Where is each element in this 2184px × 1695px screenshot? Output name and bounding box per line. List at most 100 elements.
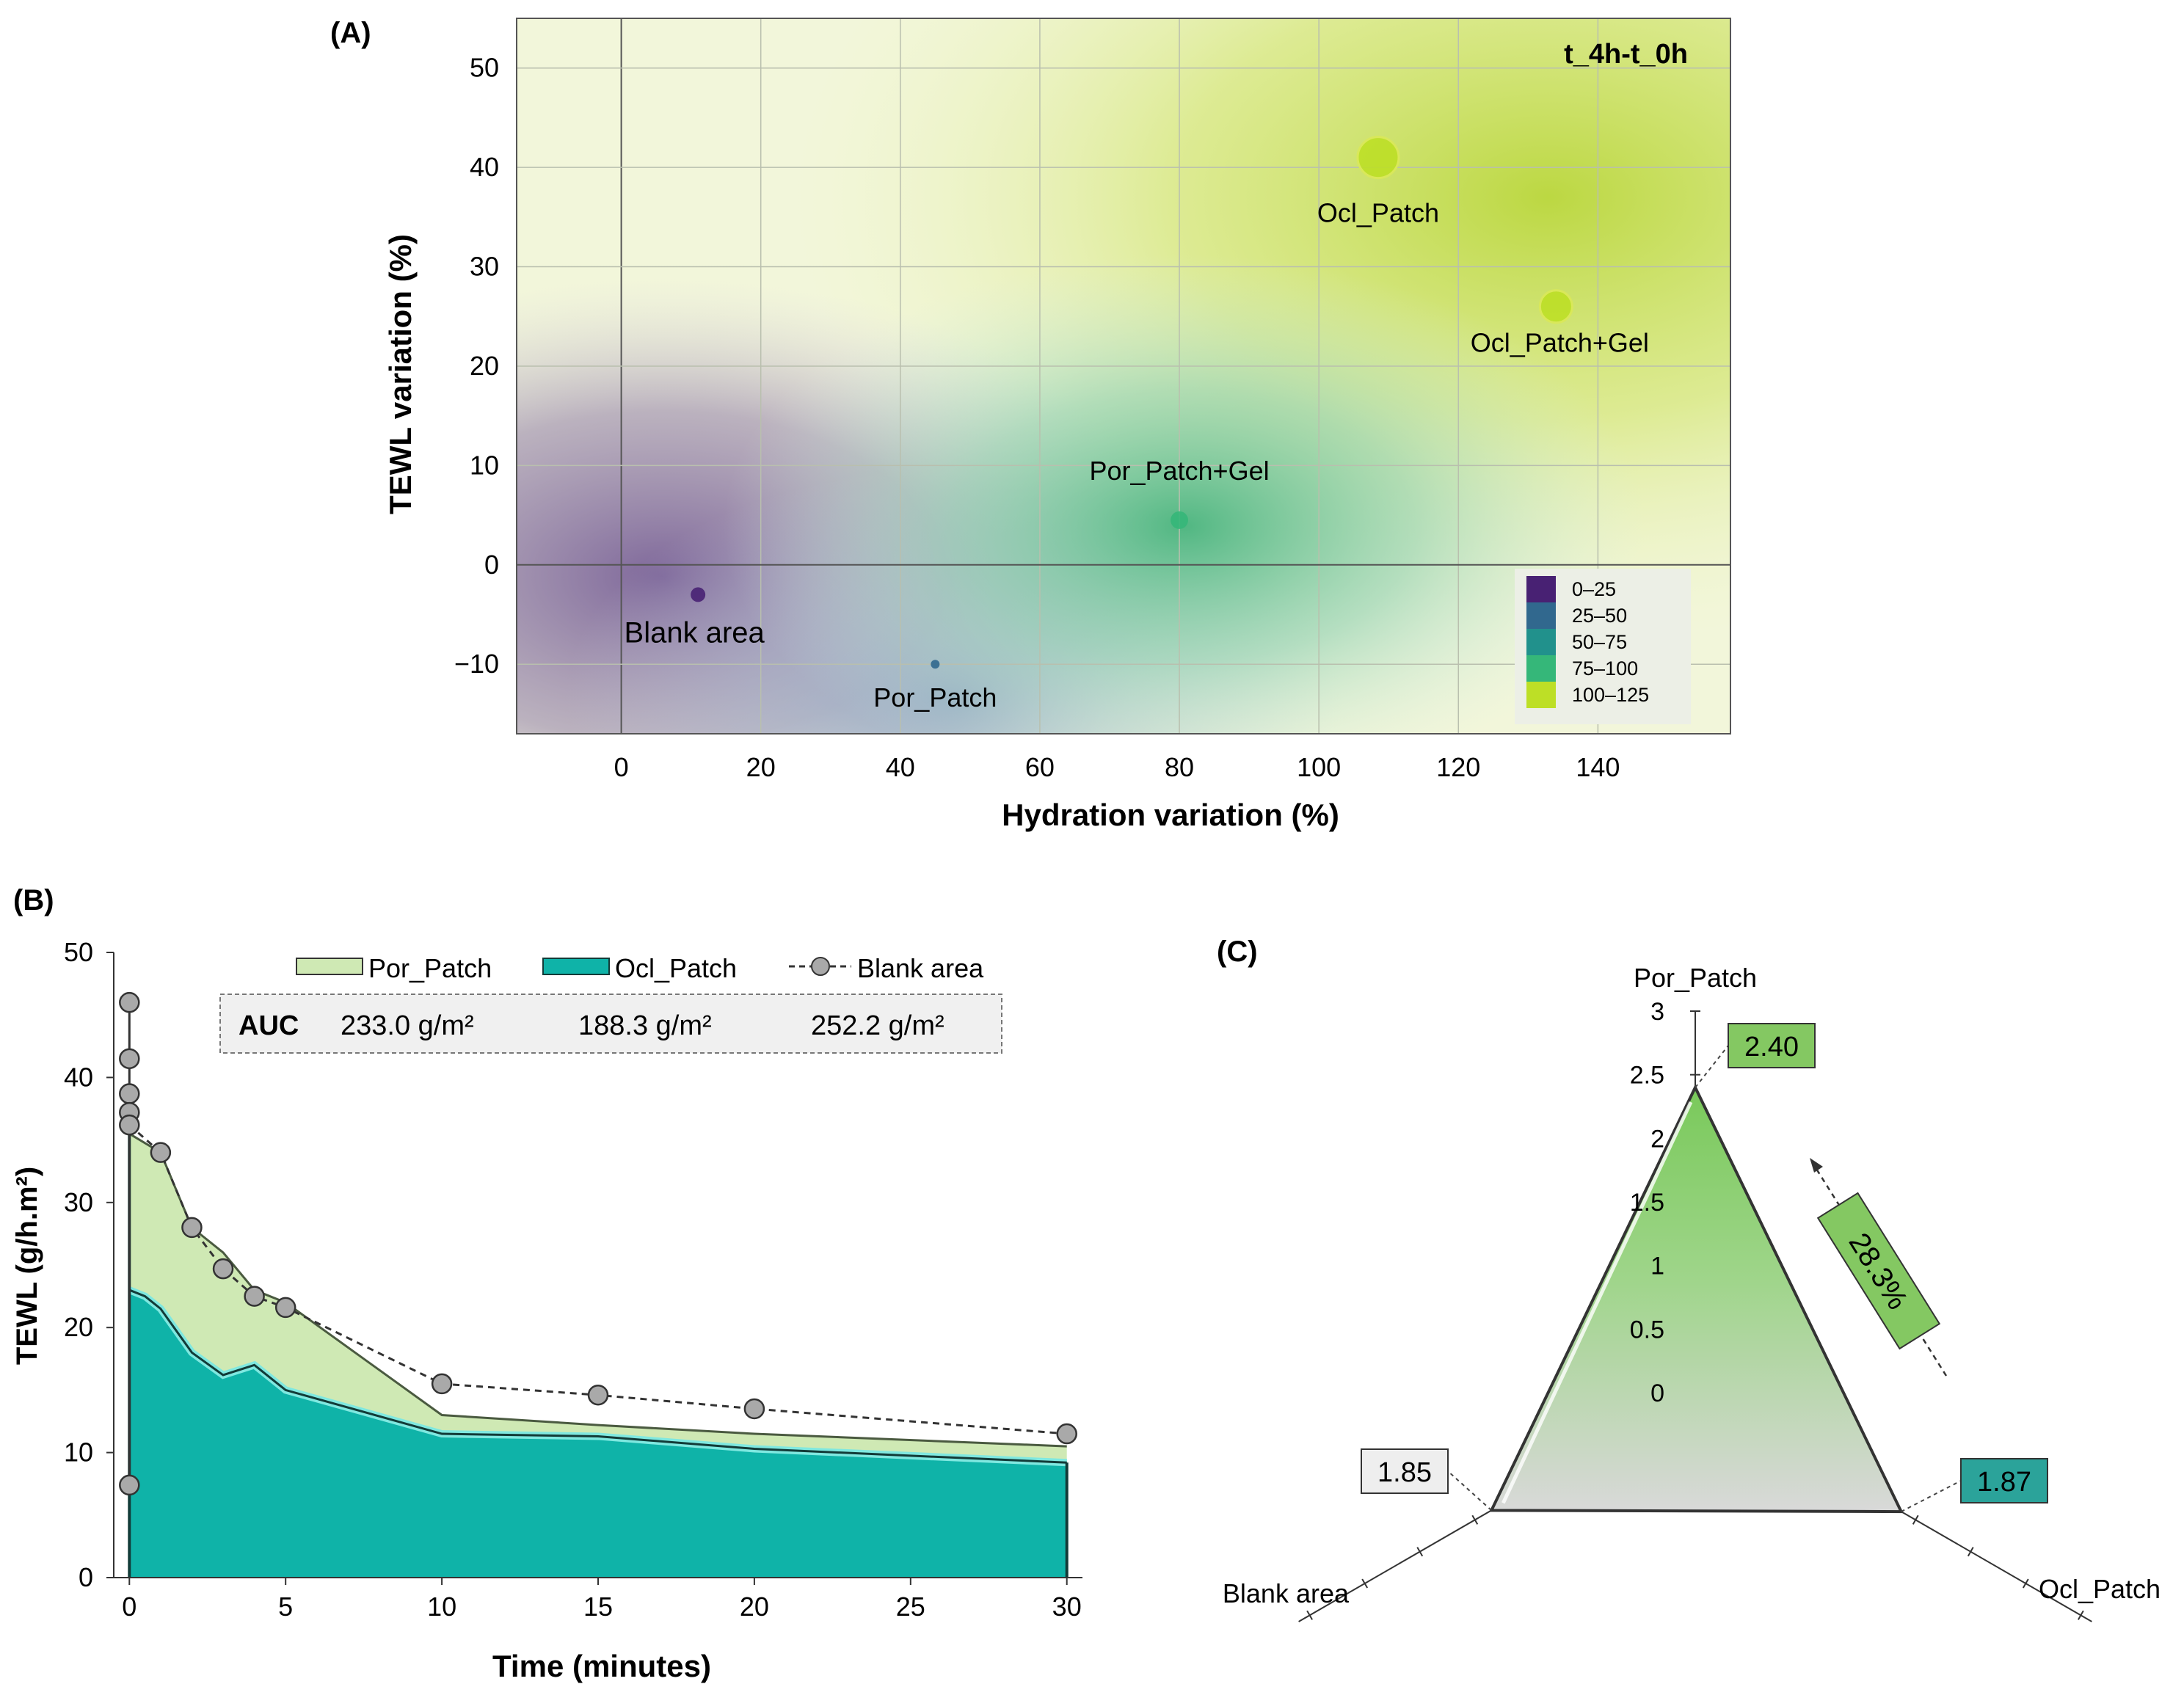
panel-c-axis-labels: Por_Patch Ocl_Patch Blank area — [1223, 963, 2161, 1608]
r-tick-label: 2 — [1650, 1125, 1664, 1153]
panel-b-areas — [128, 1132, 1069, 1578]
y-tick-label: 20 — [470, 351, 499, 381]
x-tick-label: 100 — [1297, 752, 1341, 782]
legend-label-blank-area: Blank area — [857, 953, 984, 983]
panel-a-legend: 0–25 25–50 50–75 75–100 100–125 — [1515, 569, 1691, 724]
panel-label-b: (B) — [13, 884, 54, 916]
legend-label: 25–50 — [1572, 605, 1627, 627]
r-tick-label: 0 — [1650, 1379, 1664, 1407]
x-tick-label: 120 — [1436, 752, 1480, 782]
annotation-arrow-head — [1810, 1158, 1823, 1173]
x-tick-label: 80 — [1165, 752, 1194, 782]
blank-area-marker — [587, 1384, 609, 1406]
value-label: 2.40 — [1744, 1032, 1799, 1062]
y-tick-label: 30 — [64, 1187, 93, 1217]
y-tick-label: 0 — [79, 1562, 93, 1592]
blank-area-line — [128, 1124, 1067, 1435]
panel-b-y-axis-label: TEWL (g/h.m²) — [11, 1167, 43, 1365]
legend-swatch-ocl-patch — [542, 958, 610, 975]
area-ocl-patch-outline — [128, 1288, 1067, 1464]
point-label-por-patch-gel: Por_Patch+Gel — [1089, 456, 1269, 486]
panel-c-radar-chart: 0 0.5 1 1.5 2 2.5 3 Por_Patch Ocl_Patch Blank ar… — [1223, 963, 2161, 1622]
panel-b-x-axis-label: Time (minutes) — [492, 1649, 711, 1683]
radar-polygon — [1489, 1084, 1904, 1514]
panel-label-a: (A) — [330, 17, 371, 49]
panel-a-y-ticks: −10 0 10 20 30 40 50 — [454, 53, 499, 679]
y-tick-label: 50 — [64, 937, 93, 967]
x-tick-label: 5 — [278, 1592, 293, 1622]
legend-swatch — [1526, 655, 1556, 682]
y-tick-label: 20 — [64, 1312, 93, 1342]
r-tick-label: 1.5 — [1630, 1189, 1664, 1217]
auc-box: AUC 233.0 g/m² 188.3 g/m² 252.2 g/m² — [219, 994, 1002, 1054]
value-leader-line — [1695, 1045, 1729, 1088]
x-tick-label: 20 — [746, 752, 776, 782]
y-tick-label: 10 — [64, 1437, 93, 1468]
blank-area-marker — [119, 1114, 140, 1136]
radar-axis-tick — [1912, 1514, 1919, 1525]
y-tick-label: 40 — [470, 152, 499, 182]
r-tick-label: 3 — [1650, 998, 1664, 1026]
x-tick-label: 10 — [427, 1592, 456, 1622]
x-tick-label: 20 — [740, 1592, 769, 1622]
radar-axis-tick — [1306, 1610, 1313, 1620]
point-blank-area — [691, 587, 706, 602]
blank-area-marker — [244, 1286, 265, 1307]
panel-c-value-labels: 2.40 1.87 1.85 — [1361, 1023, 2048, 1512]
panel-label-c: (C) — [1217, 936, 1258, 968]
y-tick-label: 10 — [470, 450, 499, 480]
legend-label: 75–100 — [1572, 657, 1638, 679]
blank-area-marker — [274, 1297, 296, 1319]
blank-area-marker — [150, 1142, 172, 1163]
panel-a-x-ticks: 0 20 40 60 80 100 120 140 — [614, 752, 1620, 782]
panel-b-y-ticks: 0 10 20 30 40 50 — [64, 937, 114, 1592]
radar-axis-tick — [2022, 1578, 2029, 1589]
legend-label: 0–25 — [1572, 578, 1616, 600]
legend-swatch — [1526, 576, 1556, 602]
area-ocl-patch — [129, 1290, 1067, 1578]
blank-area-marker — [212, 1258, 234, 1280]
x-tick-label: 30 — [1052, 1592, 1082, 1622]
panel-a-x-axis-label: Hydration variation (%) — [1002, 798, 1339, 832]
value-leader-line — [1447, 1470, 1492, 1512]
point-ocl-patch-gel — [1538, 289, 1573, 324]
panel-a-bubble-chart: 0 20 40 60 80 100 120 140 −10 0 10 20 30 40 50 Blank … — [383, 18, 1731, 832]
y-tick-label: 0 — [484, 550, 499, 580]
axis-label-ocl-patch: Ocl_Patch — [2039, 1574, 2161, 1604]
blank-area-marker — [119, 1083, 140, 1104]
radar-axis-tick — [1361, 1578, 1369, 1589]
blank-area-marker — [743, 1398, 765, 1420]
legend-label-ocl-patch: Ocl_Patch — [615, 953, 737, 983]
radar-highlight — [1502, 1101, 1693, 1504]
panel-a-frame — [516, 18, 1731, 734]
radar-axis-tick — [1471, 1514, 1479, 1525]
value-box — [1361, 1448, 1449, 1494]
value-box — [1728, 1023, 1816, 1068]
y-tick-label: 30 — [470, 252, 499, 282]
x-tick-label: 40 — [886, 752, 915, 782]
point-por-patch — [931, 660, 940, 669]
panel-b-x-ticks: 0 5 10 15 20 25 30 — [122, 1578, 1082, 1622]
axis-label-por-patch: Por_Patch — [1634, 963, 1757, 993]
legend-marker-blank-area — [811, 957, 830, 976]
panel-a-background — [517, 18, 1730, 734]
r-tick-label: 1 — [1650, 1253, 1664, 1280]
blank-area-marker — [431, 1373, 453, 1395]
x-tick-label: 60 — [1025, 752, 1055, 782]
legend-swatch — [1526, 629, 1556, 655]
legend-label-por-patch: Por_Patch — [368, 953, 492, 983]
blank-area-marker — [181, 1217, 203, 1239]
panel-b-blank-area-series — [119, 991, 1077, 1496]
annotation-box — [1816, 1192, 1941, 1350]
legend-swatch — [1526, 682, 1556, 708]
legend-swatch — [1526, 602, 1556, 629]
x-tick-label: 0 — [122, 1592, 136, 1622]
legend-swatch-por-patch — [296, 958, 363, 975]
radar-axis-tick — [2078, 1610, 2084, 1620]
auc-label: AUC — [239, 1010, 299, 1041]
y-tick-label: 40 — [64, 1062, 93, 1092]
legend-label: 100–125 — [1572, 684, 1649, 706]
panel-c-r-ticks: 0 0.5 1 1.5 2 2.5 3 — [1630, 998, 1664, 1407]
auc-value-blank-area: 252.2 g/m² — [811, 1010, 944, 1041]
